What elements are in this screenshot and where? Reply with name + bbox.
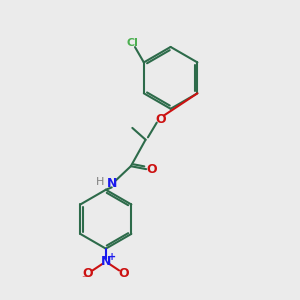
Text: O: O (83, 267, 94, 280)
Text: O: O (155, 112, 166, 126)
Text: N: N (106, 177, 117, 190)
Text: Cl: Cl (127, 38, 138, 48)
Text: O: O (118, 267, 129, 280)
Text: +: + (108, 253, 116, 262)
Text: H: H (96, 176, 105, 187)
Text: O: O (146, 163, 157, 176)
Text: ⁻: ⁻ (82, 274, 88, 284)
Text: N: N (100, 254, 111, 268)
